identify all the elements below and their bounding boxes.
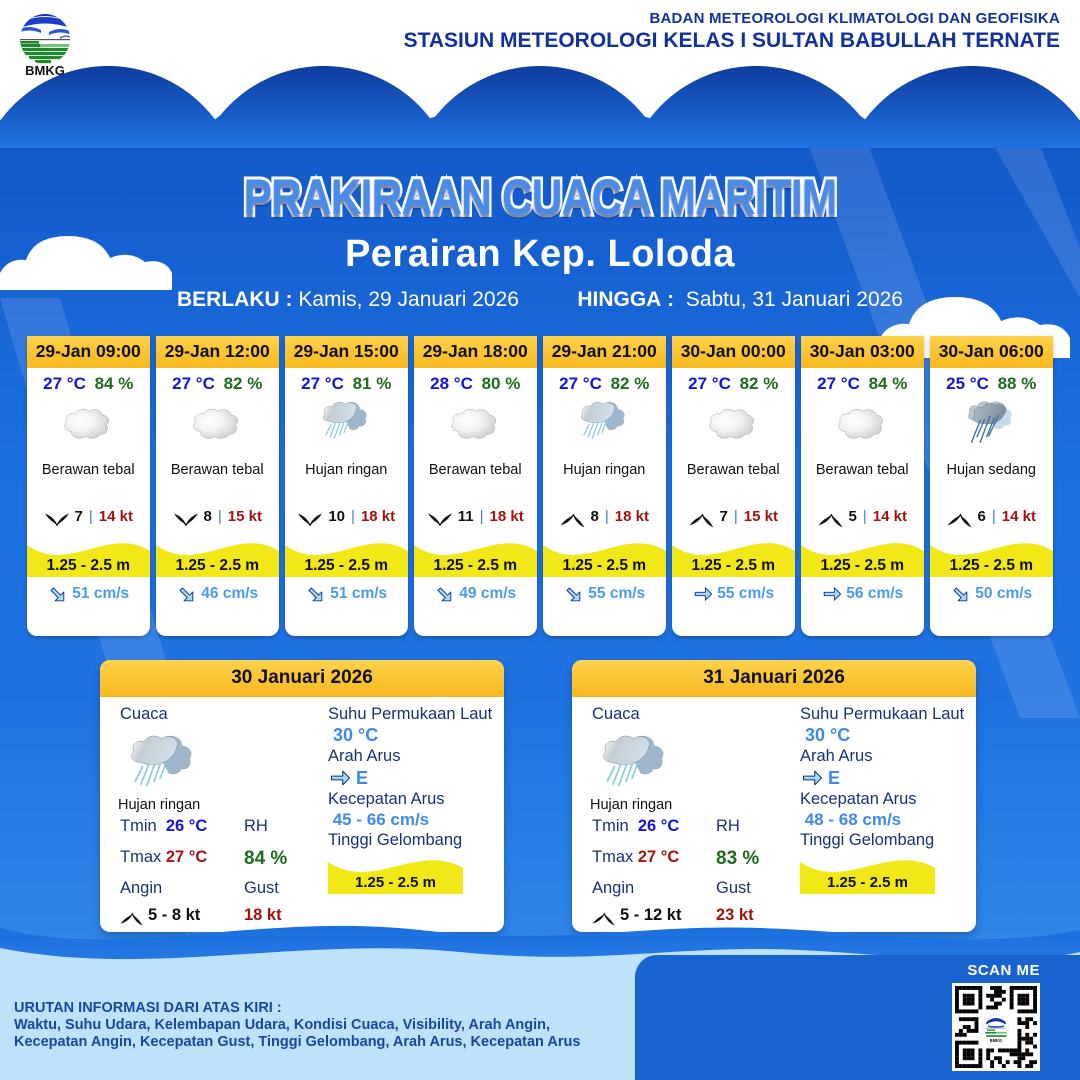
svg-text:BMKG: BMKG xyxy=(990,1038,1003,1043)
